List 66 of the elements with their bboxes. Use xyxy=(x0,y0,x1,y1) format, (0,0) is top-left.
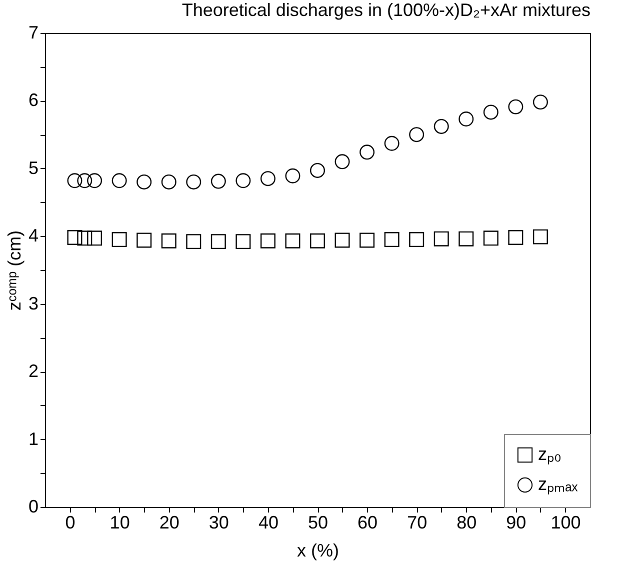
point xyxy=(384,136,400,151)
y-axis-title: zᶜᵒᵐᵖ (cm) xyxy=(4,230,24,311)
point xyxy=(136,232,152,248)
point xyxy=(285,168,300,184)
y-tick-label: 6 xyxy=(28,90,38,110)
y-tick-label: 7 xyxy=(28,22,38,42)
point xyxy=(334,154,350,170)
point xyxy=(360,232,375,248)
point xyxy=(260,171,276,186)
point xyxy=(384,232,400,248)
point xyxy=(508,99,524,114)
point xyxy=(186,234,202,250)
x-tick-label: 60 xyxy=(358,512,378,532)
point xyxy=(161,174,176,190)
point xyxy=(434,231,449,246)
point xyxy=(483,104,498,120)
point xyxy=(77,173,92,188)
point xyxy=(112,173,127,188)
point xyxy=(483,230,498,246)
x-tick-label: 90 xyxy=(506,512,526,532)
y-tick-label: 2 xyxy=(28,361,38,382)
point xyxy=(409,127,424,142)
point xyxy=(236,234,251,250)
x-tick-label: 100 xyxy=(550,512,581,532)
point xyxy=(334,232,350,248)
y-tick-label: 4 xyxy=(28,226,38,246)
legend-label: zₚ₀ xyxy=(538,444,562,465)
point xyxy=(508,230,524,245)
x-tick-label: 40 xyxy=(258,512,278,532)
point xyxy=(210,234,226,250)
point xyxy=(77,230,92,246)
point xyxy=(67,230,82,245)
point xyxy=(161,233,176,248)
point xyxy=(434,118,449,134)
point xyxy=(310,162,325,178)
point xyxy=(87,230,102,246)
point xyxy=(532,229,548,244)
point xyxy=(136,174,152,190)
x-tick-label: 50 xyxy=(308,512,328,532)
point xyxy=(186,174,202,190)
point xyxy=(532,94,548,110)
point xyxy=(285,233,300,248)
point xyxy=(87,173,102,188)
x-axis-title: x (%) xyxy=(297,540,339,560)
chart-title: Theoretical discharges in (100%-x)D₂+xAr mixtures xyxy=(182,0,590,20)
x-tick-label: 10 xyxy=(110,512,130,532)
x-tick-label: 30 xyxy=(208,512,229,532)
y-tick-label: 0 xyxy=(28,496,38,516)
y-tick-label: 3 xyxy=(28,293,38,314)
x-tick-label: 70 xyxy=(407,512,428,532)
legend-label: zₚₘₐₓ xyxy=(538,474,578,495)
point xyxy=(409,232,424,248)
point xyxy=(67,173,82,188)
y-tick-label: 1 xyxy=(28,428,38,449)
x-tick-label: 0 xyxy=(65,512,76,532)
point xyxy=(458,112,474,126)
point xyxy=(236,173,251,188)
point xyxy=(360,144,375,160)
x-tick-label: 20 xyxy=(159,512,180,532)
point xyxy=(310,233,325,248)
x-tick-label: 80 xyxy=(456,512,477,532)
point xyxy=(260,233,276,248)
point xyxy=(112,232,127,248)
point xyxy=(458,231,474,246)
y-tick-label: 5 xyxy=(28,158,38,178)
point xyxy=(210,174,226,189)
